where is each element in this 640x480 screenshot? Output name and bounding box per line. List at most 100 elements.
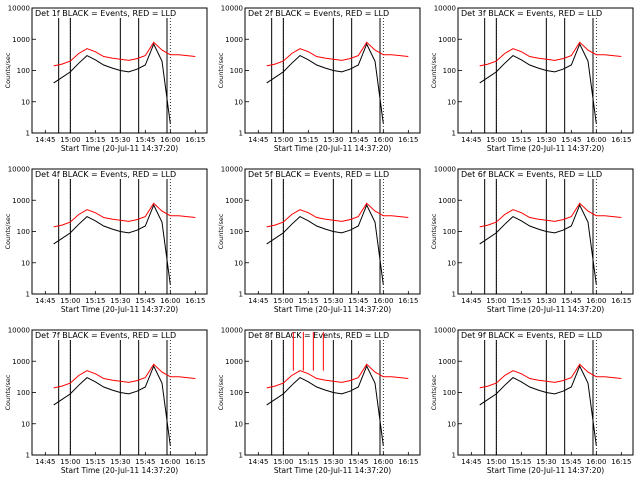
x-axis-label: Start Time (20-Jul-11 14:37:20) xyxy=(487,144,604,153)
x-axis-label: Start Time (20-Jul-11 14:37:20) xyxy=(61,305,178,314)
x-tick-label: 16:00 xyxy=(373,136,393,144)
x-tick-label: 14:45 xyxy=(461,136,481,144)
y-axis-label: Counts/sec xyxy=(4,52,12,88)
x-tick-label: 15:45 xyxy=(348,458,368,466)
series-line-lld xyxy=(53,41,196,67)
y-tick-label: 10000 xyxy=(221,327,243,335)
y-tick-label: 1000 xyxy=(225,358,243,366)
x-tick-label: 16:00 xyxy=(373,458,393,466)
y-tick-label: 1 xyxy=(452,130,456,138)
x-tick-label: 15:15 xyxy=(298,297,318,305)
panel-4: Det 4f BLACK = Events, RED = LLD 14:45 15:… xyxy=(4,166,208,314)
y-tick-label: 1000 xyxy=(12,358,30,366)
series-line-lld xyxy=(479,363,622,389)
x-tick-label: 14:45 xyxy=(35,136,55,144)
x-tick-label: 15:30 xyxy=(110,136,130,144)
series-line-events xyxy=(266,364,384,446)
x-tick-label: 15:30 xyxy=(536,458,556,466)
panel-title: Det 4f BLACK = Events, RED = LLD xyxy=(35,170,176,179)
x-tick-label: 16:15 xyxy=(611,458,631,466)
x-tick-label: 16:15 xyxy=(185,297,205,305)
y-tick-label: 1000 xyxy=(225,197,243,205)
y-tick-label: 1000 xyxy=(438,358,456,366)
series-line-events xyxy=(479,42,597,124)
y-tick-label: 10 xyxy=(447,420,456,428)
x-tick-label: 16:00 xyxy=(160,136,180,144)
series-line-lld xyxy=(266,363,409,389)
y-tick-label: 10 xyxy=(447,259,456,267)
x-axis-label: Start Time (20-Jul-11 14:37:20) xyxy=(61,466,178,475)
y-tick-label: 100 xyxy=(230,389,243,397)
x-axis-label: Start Time (20-Jul-11 14:37:20) xyxy=(61,144,178,153)
y-axis-label: Counts/sec xyxy=(217,374,225,410)
x-tick-label: 15:00 xyxy=(486,136,506,144)
panel-9: Det 9f BLACK = Events, RED = LLD 14:45 15:… xyxy=(430,327,634,475)
panel-title: Det 2f BLACK = Events, RED = LLD xyxy=(248,9,389,18)
y-axis-label: Counts/sec xyxy=(430,52,438,88)
x-tick-label: 16:15 xyxy=(398,458,418,466)
x-tick-label: 16:15 xyxy=(185,458,205,466)
x-tick-label: 16:15 xyxy=(398,136,418,144)
x-tick-label: 15:45 xyxy=(561,297,581,305)
series-line-lld xyxy=(479,41,622,67)
x-tick-label: 15:00 xyxy=(60,458,80,466)
x-tick-label: 14:45 xyxy=(35,297,55,305)
x-tick-label: 15:15 xyxy=(511,136,531,144)
x-tick-label: 15:45 xyxy=(135,297,155,305)
x-tick-label: 16:15 xyxy=(611,297,631,305)
y-tick-label: 10 xyxy=(21,259,30,267)
series-line-events xyxy=(479,203,597,285)
series-line-lld xyxy=(53,363,196,389)
panel-3: Det 3f BLACK = Events, RED = LLD 14:45 15:… xyxy=(430,5,634,153)
y-tick-label: 1 xyxy=(239,130,243,138)
series-line-lld xyxy=(53,202,196,228)
x-tick-label: 15:15 xyxy=(298,458,318,466)
y-tick-label: 10 xyxy=(234,98,243,106)
series-line-events xyxy=(53,364,171,446)
y-tick-label: 1000 xyxy=(12,197,30,205)
x-tick-label: 15:00 xyxy=(60,136,80,144)
y-tick-label: 1000 xyxy=(225,36,243,44)
y-tick-label: 10000 xyxy=(8,5,30,13)
x-tick-label: 14:45 xyxy=(248,297,268,305)
series-line-events xyxy=(266,203,384,285)
panel-1: Det 1f BLACK = Events, RED = LLD 14:45 15:… xyxy=(4,5,208,153)
x-tick-label: 15:45 xyxy=(135,458,155,466)
x-tick-label: 15:45 xyxy=(561,458,581,466)
x-tick-label: 15:00 xyxy=(273,136,293,144)
y-axis-label: Counts/sec xyxy=(430,374,438,410)
x-tick-label: 16:15 xyxy=(398,297,418,305)
panel-title: Det 3f BLACK = Events, RED = LLD xyxy=(461,9,602,18)
x-tick-label: 16:00 xyxy=(586,297,606,305)
y-tick-label: 10 xyxy=(21,420,30,428)
x-tick-label: 16:15 xyxy=(611,136,631,144)
x-tick-label: 15:00 xyxy=(486,458,506,466)
y-tick-label: 100 xyxy=(17,67,30,75)
series-line-lld xyxy=(479,202,622,228)
x-tick-label: 16:00 xyxy=(586,458,606,466)
y-axis-label: Counts/sec xyxy=(430,213,438,249)
y-tick-label: 100 xyxy=(443,228,456,236)
x-tick-label: 15:45 xyxy=(348,297,368,305)
panel-7: Det 7f BLACK = Events, RED = LLD 14:45 15:… xyxy=(4,327,208,475)
y-tick-label: 1 xyxy=(239,452,243,460)
series-line-events xyxy=(479,364,597,446)
series-line-events xyxy=(53,203,171,285)
y-tick-label: 100 xyxy=(230,228,243,236)
x-axis-label: Start Time (20-Jul-11 14:37:20) xyxy=(487,466,604,475)
y-tick-label: 1000 xyxy=(438,197,456,205)
y-tick-label: 10000 xyxy=(8,166,30,174)
x-tick-label: 15:15 xyxy=(85,458,105,466)
y-axis-label: Counts/sec xyxy=(217,52,225,88)
y-tick-label: 1 xyxy=(452,291,456,299)
y-axis-label: Counts/sec xyxy=(4,213,12,249)
y-tick-label: 10000 xyxy=(434,327,456,335)
y-tick-label: 100 xyxy=(230,67,243,75)
x-tick-label: 14:45 xyxy=(35,458,55,466)
y-axis-label: Counts/sec xyxy=(217,213,225,249)
x-tick-label: 14:45 xyxy=(248,136,268,144)
x-tick-label: 15:00 xyxy=(486,297,506,305)
y-tick-label: 10000 xyxy=(8,327,30,335)
panel-title: Det 8f BLACK = Events, RED = LLD xyxy=(248,331,389,340)
x-tick-label: 15:15 xyxy=(511,458,531,466)
